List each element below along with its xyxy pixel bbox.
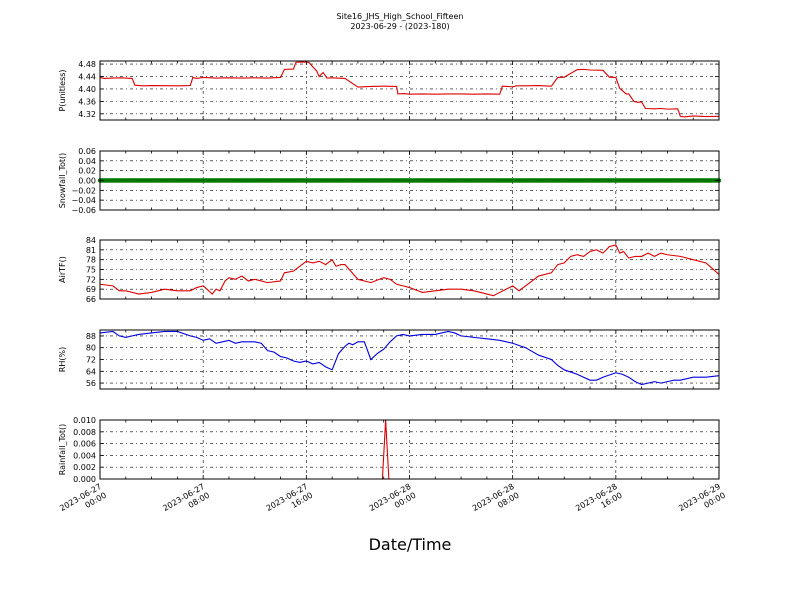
- y-tick-label: 4.48: [78, 60, 96, 69]
- y-tick-label: 0.010: [73, 416, 96, 425]
- y-tick-label: 66: [86, 295, 96, 304]
- y-tick-label: −0.04: [71, 196, 96, 205]
- y-tick-label: 84: [86, 236, 96, 245]
- x-tick-label: 2023-06-2816:00: [574, 482, 624, 522]
- y-tick-label: 75: [86, 266, 96, 275]
- y-axis-label: Rainfall_Tot(): [58, 424, 67, 476]
- y-tick-label: 0.004: [73, 451, 96, 460]
- y-tick-label: 4.40: [78, 85, 96, 94]
- y-tick-label: 78: [86, 256, 96, 265]
- y-tick-label: −0.06: [71, 206, 96, 215]
- y-tick-label: 0.002: [73, 463, 96, 472]
- x-axis-label: Date/Time: [369, 535, 452, 554]
- x-tick-label: 2023-06-2808:00: [471, 482, 521, 522]
- y-axis-label: AirTF(): [58, 256, 67, 283]
- y-tick-label: 0.02: [78, 167, 96, 176]
- y-tick-label: 69: [86, 285, 96, 294]
- x-tick-label: 2023-06-2700:00: [58, 482, 108, 522]
- x-tick-label: 2023-06-2800:00: [368, 482, 418, 522]
- x-tick-label: 2023-06-2900:00: [677, 482, 727, 522]
- chart-title-line2: 2023-06-29 - (2023-180): [350, 22, 449, 31]
- x-tick-label: 2023-06-2716:00: [265, 482, 315, 522]
- y-tick-label: 0.06: [78, 147, 96, 156]
- x-tick-label: 2023-06-2708:00: [161, 482, 211, 522]
- panel-4: 56 64 72 80 88 RH(%): [58, 329, 720, 390]
- y-tick-label: 4.32: [78, 110, 96, 119]
- y-tick-label: 72: [86, 275, 96, 284]
- panel-5: 0.000 0.002 0.004 0.006 0.008 0.010 Rainfall_T…: [58, 416, 720, 484]
- y-axis-label: Snowfall_Tot(): [58, 153, 67, 209]
- y-tick-label: 0.008: [73, 428, 96, 437]
- y-tick-label: 72: [86, 356, 96, 365]
- y-tick-label: −0.02: [71, 186, 96, 195]
- series-line: [99, 330, 720, 386]
- y-tick-label: 0.04: [78, 157, 96, 166]
- y-tick-label: 64: [86, 367, 96, 376]
- panel-1: 4.32 4.36 4.40 4.44 4.48 P(unitless): [58, 60, 720, 121]
- y-tick-label: 56: [86, 379, 96, 388]
- series-line: [99, 61, 720, 118]
- y-tick-label: 81: [86, 246, 96, 255]
- y-tick-label: 88: [86, 332, 96, 341]
- y-tick-label: 4.44: [78, 73, 96, 82]
- chart-panels: 4.324.364.404.444.48P(unitless)−0.06−0.0…: [58, 60, 722, 484]
- y-tick-label: 0.00: [78, 177, 96, 186]
- panel-2: −0.06−0.04−0.020.000.020.040.06 Snowfall_…: [58, 147, 722, 215]
- y-tick-label: 80: [86, 344, 96, 353]
- series-line: [99, 244, 720, 297]
- x-axis-ticks: 2023-06-2700:00 2023-06-2708:00 2023-06-27…: [58, 482, 727, 522]
- y-tick-label: 4.36: [78, 97, 96, 106]
- y-tick-label: 0.006: [73, 440, 96, 449]
- y-tick-label: 0.000: [73, 475, 96, 484]
- chart-title-line1: Site16_JHS_High_School_Fifteen: [337, 12, 464, 21]
- y-axis-label: P(unitless): [58, 69, 67, 111]
- y-axis-label: RH(%): [58, 347, 67, 372]
